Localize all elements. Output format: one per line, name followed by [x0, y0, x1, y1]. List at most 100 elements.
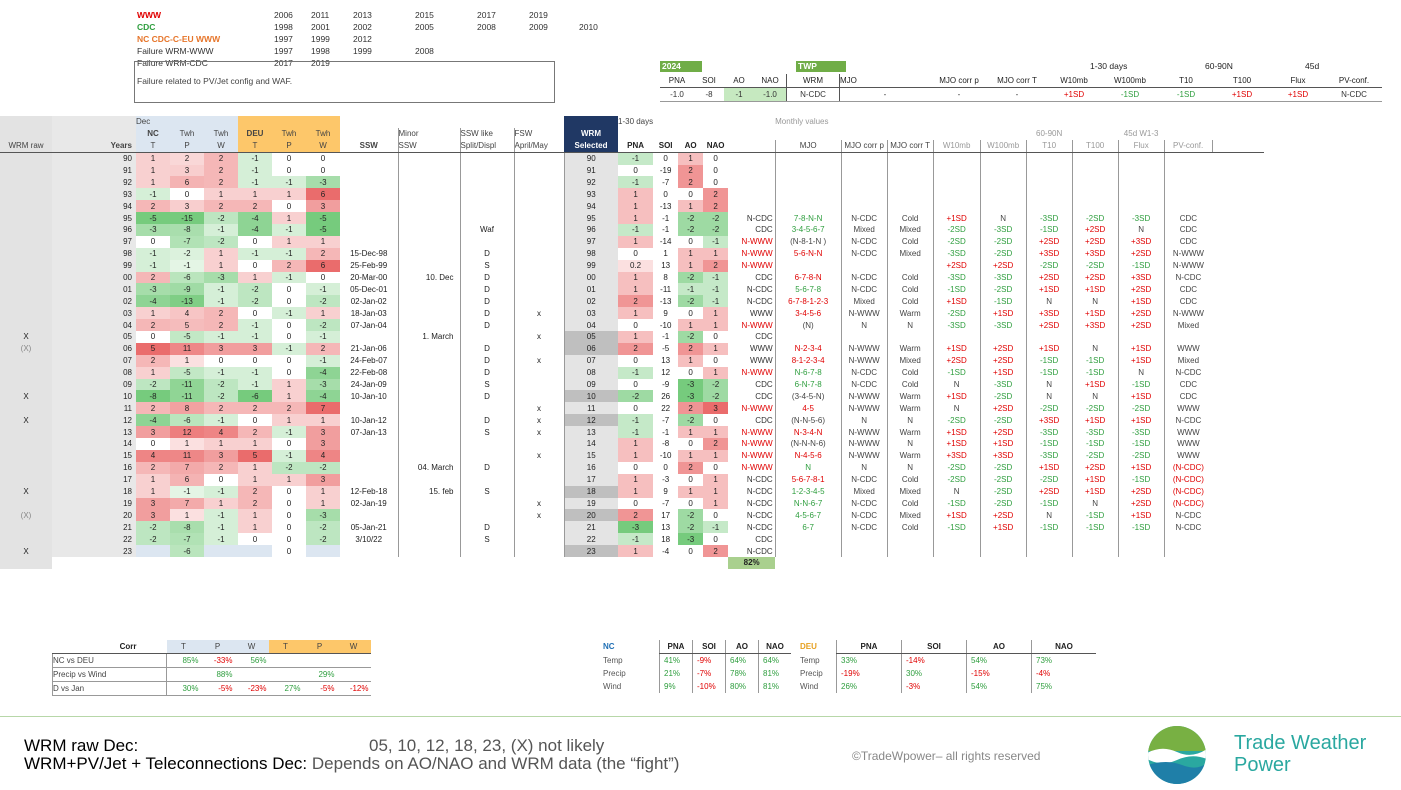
- cell: (N-CDC): [1163, 461, 1213, 474]
- tr-header: PNA: [660, 74, 694, 88]
- cell: -1SD: [1025, 438, 1073, 450]
- tele-row-label: Temp: [800, 655, 820, 665]
- cell: [932, 331, 981, 343]
- tele-value: -15%: [966, 667, 1032, 680]
- cell: +1SD: [979, 521, 1027, 534]
- cell: -7: [170, 235, 204, 248]
- cell: [886, 176, 934, 189]
- header-cell: [933, 128, 980, 140]
- table-row: 93 -1 0 1 1 1 6 93 1 0 0 2: [0, 188, 1264, 201]
- cell: [513, 212, 565, 225]
- header-cell: SSW: [397, 139, 460, 153]
- cell: [397, 426, 460, 439]
- corr-value: 27%: [268, 681, 303, 696]
- cell: [0, 152, 52, 165]
- cell: 2: [136, 271, 170, 284]
- cell: [774, 164, 842, 177]
- cell: 12: [170, 426, 204, 439]
- header-cell: Dec: [136, 116, 170, 128]
- cell: Waf: [459, 224, 514, 236]
- cell: -1: [238, 247, 272, 260]
- cell: [0, 283, 52, 296]
- cell: 6: [306, 188, 340, 201]
- cell: -2: [170, 247, 204, 260]
- cell: 2: [238, 200, 272, 213]
- table-row: 94 2 3 2 2 0 3 94 1 -13 1 2: [0, 200, 1264, 213]
- cell: -2SD: [979, 247, 1027, 260]
- cell: [1117, 188, 1165, 201]
- cell: x: [513, 307, 565, 320]
- cell: [513, 533, 565, 546]
- cell: 92: [564, 176, 618, 189]
- table-row: 09 -2 -11 -2 -1 1 -3 24-Jan-09 S 09 0 -9 -3 -2 CDC 6-N-…: [0, 378, 1264, 391]
- cell: 12: [661, 368, 671, 378]
- legend-note: Failure related to PV/Jet config and WAF…: [137, 76, 293, 86]
- cell: 2: [204, 200, 238, 213]
- cell: 13: [564, 426, 618, 439]
- cell: [459, 497, 514, 510]
- cell: [1071, 200, 1119, 213]
- cell: N-WWW: [1163, 247, 1213, 260]
- cell: [513, 224, 565, 236]
- cell: S: [459, 485, 514, 498]
- cell: -1: [272, 247, 306, 260]
- table-row: X 18 1 -1 -1 2 0 1 12-Feb-18 15. feb S 18 1 9 1 1 N-CDC 1…: [0, 485, 1264, 498]
- cell: [840, 545, 888, 557]
- corr-row-label: Precip vs Wind: [52, 667, 167, 682]
- cell: [1212, 367, 1264, 379]
- cell: +2SD: [979, 354, 1027, 367]
- cell: N-CDC: [840, 378, 888, 391]
- cell: [397, 283, 460, 296]
- header-cell: W100mb: [979, 139, 1027, 153]
- cell: +3SD: [932, 449, 981, 462]
- cell: +1SD: [932, 509, 981, 522]
- cell: 2: [272, 259, 306, 272]
- cell: -2SD: [979, 473, 1027, 486]
- legend-year: 2012: [353, 34, 372, 44]
- cell: 17: [564, 473, 618, 486]
- cell: N-CDC: [1163, 366, 1213, 379]
- cell: -1: [703, 271, 729, 284]
- cell: -1: [204, 295, 238, 308]
- cell: (N): [774, 319, 842, 332]
- cell: -3SD: [1025, 212, 1073, 225]
- cell: [52, 557, 136, 569]
- cell: 3: [170, 200, 204, 213]
- cell: [397, 235, 460, 248]
- cell: 0: [713, 177, 718, 187]
- cell: N: [1025, 295, 1073, 308]
- cell: -1: [618, 152, 654, 165]
- cell: 97: [52, 235, 136, 248]
- cell: +2SD: [1071, 271, 1119, 284]
- cell: 1: [703, 342, 729, 355]
- cell: N-WWW: [840, 426, 888, 439]
- tr-header: PV-conf.: [1326, 74, 1382, 88]
- cell: [1212, 248, 1264, 260]
- header-cell: [0, 127, 52, 140]
- cell: [0, 473, 52, 486]
- cell: [1212, 283, 1264, 295]
- cell: N-CDC: [746, 487, 773, 497]
- cell: CDC: [755, 391, 773, 401]
- cell: [886, 331, 934, 343]
- cell: [0, 259, 52, 272]
- cell: 0: [286, 284, 292, 294]
- cell: -1: [238, 331, 272, 343]
- cell: 90: [564, 152, 618, 165]
- cell: N-WWW: [840, 354, 888, 367]
- corr-header: P: [200, 640, 235, 654]
- cell: 07-Jan-04: [350, 320, 387, 330]
- cell: 1: [618, 545, 654, 557]
- cell: [1025, 545, 1073, 557]
- cell: N-CDC: [1163, 521, 1213, 534]
- cell: [774, 259, 842, 272]
- cell: 1: [306, 497, 340, 510]
- cell: 2: [678, 342, 704, 355]
- cell: 2: [204, 307, 238, 320]
- cell: [459, 438, 514, 450]
- cell: N-CDC: [840, 473, 888, 486]
- cell: 1: [136, 152, 170, 165]
- cell: -6: [170, 414, 204, 427]
- corr-header: W: [234, 640, 269, 654]
- cell: -13: [659, 296, 672, 306]
